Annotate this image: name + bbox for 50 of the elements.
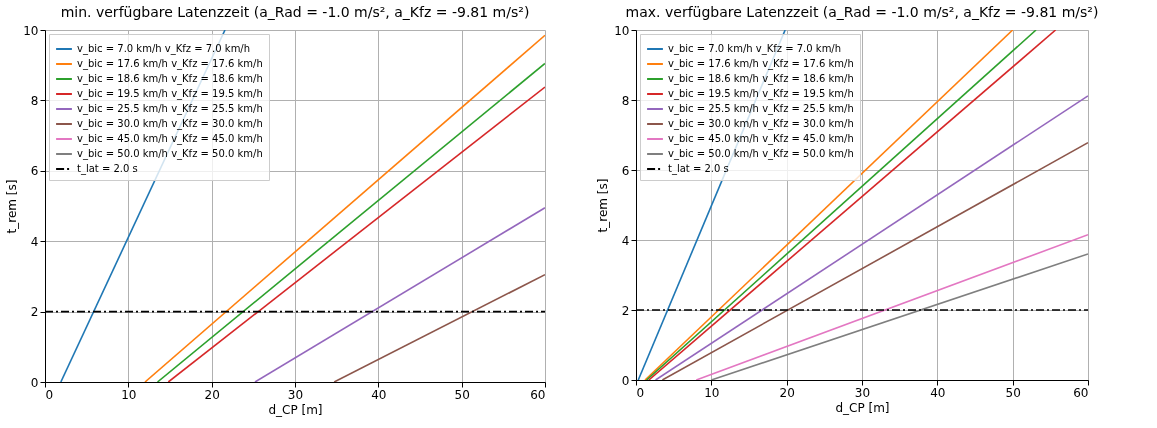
x-tick-label: 20 <box>779 385 795 400</box>
x-tick-label: 30 <box>287 387 304 402</box>
x-tick-label: 60 <box>1073 385 1089 400</box>
chart-title: max. verfügbare Latenzzeit (a_Rad = -1.0 m/s², a_Kfz = -9.81 m/s²) <box>625 4 1099 20</box>
chart-title: min. verfügbare Latenzzeit (a_Rad = -1.0 m/s², a_Kfz = -9.81 m/s²) <box>60 4 530 20</box>
y-axis-title: t_rem [s] <box>5 179 20 234</box>
x-tick-label: 0 <box>45 387 54 402</box>
y-tick-label: 6 <box>621 163 630 178</box>
y-tick-label: 10 <box>614 23 630 38</box>
legend-label: t_lat = 2.0 s <box>668 163 729 175</box>
x-tick-label: 40 <box>371 387 387 402</box>
legend-label: v_bic = 25.5 km/h v_Kfz = 25.5 km/h <box>77 103 263 115</box>
x-tick-label: 60 <box>530 387 546 402</box>
x-tick-label: 0 <box>636 385 645 400</box>
y-tick-label: 0 <box>30 375 39 390</box>
legend-label: v_bic = 18.6 km/h v_Kfz = 18.6 km/h <box>668 73 854 85</box>
legend-label: v_bic = 18.6 km/h v_Kfz = 18.6 km/h <box>77 73 263 85</box>
y-tick-label: 4 <box>621 233 630 248</box>
legend-label: v_bic = 30.0 km/h v_Kfz = 30.0 km/h <box>668 118 854 130</box>
x-tick-label: 10 <box>704 385 720 400</box>
legend-label: v_bic = 45.0 km/h v_Kfz = 45.0 km/h <box>77 133 263 145</box>
x-tick-label: 50 <box>454 387 470 402</box>
y-axis-title: t_rem [s] <box>596 178 611 233</box>
legend-label: v_bic = 30.0 km/h v_Kfz = 30.0 km/h <box>77 118 263 130</box>
y-tick-label: 4 <box>30 234 39 249</box>
y-tick-label: 8 <box>621 93 630 108</box>
legend-label: v_bic = 19.5 km/h v_Kfz = 19.5 km/h <box>77 88 263 100</box>
x-tick-label: 30 <box>854 385 871 400</box>
x-tick-label: 50 <box>1005 385 1021 400</box>
legend-label: v_bic = 7.0 km/h v_Kfz = 7.0 km/h <box>668 43 842 55</box>
x-axis-title: d_CP [m] <box>835 400 890 415</box>
x-tick-label: 10 <box>121 387 137 402</box>
y-tick-label: 2 <box>30 305 39 320</box>
y-tick-label: 2 <box>621 303 630 318</box>
legend-label: v_bic = 50.0 km/h v_Kfz = 50.0 km/h <box>668 148 854 160</box>
legend-label: v_bic = 45.0 km/h v_Kfz = 45.0 km/h <box>668 133 854 145</box>
y-tick-label: 10 <box>23 23 39 38</box>
y-tick-label: 6 <box>30 164 39 179</box>
legend-label: v_bic = 25.5 km/h v_Kfz = 25.5 km/h <box>668 103 854 115</box>
legend-label: t_lat = 2.0 s <box>77 163 138 175</box>
legend-label: v_bic = 17.6 km/h v_Kfz = 17.6 km/h <box>668 58 854 70</box>
x-tick-label: 20 <box>204 387 220 402</box>
y-tick-label: 0 <box>621 373 630 388</box>
x-tick-label: 40 <box>930 385 946 400</box>
legend-label: v_bic = 17.6 km/h v_Kfz = 17.6 km/h <box>77 58 263 70</box>
y-tick-label: 8 <box>30 93 39 108</box>
legend-label: v_bic = 7.0 km/h v_Kfz = 7.0 km/h <box>77 43 251 55</box>
x-axis-title: d_CP [m] <box>268 402 323 417</box>
legend-label: v_bic = 50.0 km/h v_Kfz = 50.0 km/h <box>77 148 263 160</box>
legend-label: v_bic = 19.5 km/h v_Kfz = 19.5 km/h <box>668 88 854 100</box>
